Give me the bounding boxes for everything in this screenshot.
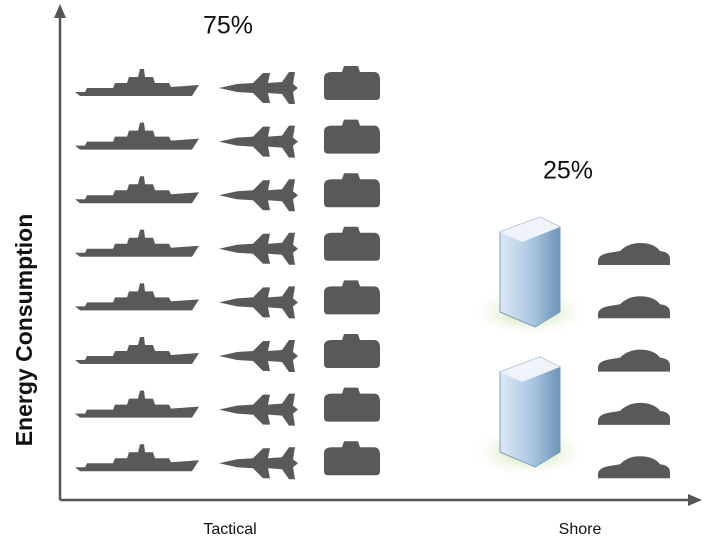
ship-icon [75, 283, 199, 311]
jet-icon [219, 393, 298, 426]
roof [500, 357, 560, 382]
vehicle-icon [324, 441, 380, 476]
x-axis-arrow [688, 494, 702, 506]
jet-icon [219, 340, 298, 372]
jet-icon [219, 179, 298, 212]
vehicle-icon [324, 66, 380, 100]
ship-icon [75, 390, 199, 418]
value-label: 25% [543, 157, 593, 185]
y-axis-arrow [54, 4, 66, 18]
car-icon [598, 456, 670, 479]
pictogram-group [75, 66, 380, 480]
value-label: 75% [203, 12, 253, 40]
roof [500, 217, 560, 242]
vehicle-icon [324, 173, 380, 208]
jet-icon [219, 72, 298, 104]
ship-icon [75, 229, 199, 257]
car-icon [598, 349, 670, 372]
ship-icon [75, 444, 199, 472]
jet-icon [219, 232, 298, 265]
vehicle-icon [324, 226, 380, 261]
ship-icon [75, 176, 199, 204]
ship-icon [75, 122, 199, 150]
x-tick-label: Tactical [203, 521, 256, 538]
x-tick-label: Shore [559, 521, 602, 538]
car-icon [598, 402, 670, 425]
vehicle-icon [324, 119, 380, 154]
jet-icon [219, 125, 298, 158]
car-icon [598, 296, 670, 319]
vehicle-icon [324, 280, 380, 315]
vehicle-icon [324, 334, 380, 368]
jet-icon [219, 447, 298, 480]
pictogram-group [468, 216, 670, 479]
y-axis-label: Energy Consumption [11, 214, 37, 447]
car-icon [598, 243, 670, 265]
jet-icon [219, 286, 298, 319]
ship-icon [75, 69, 199, 96]
vehicle-icon [324, 387, 380, 422]
ship-icon [75, 337, 199, 364]
